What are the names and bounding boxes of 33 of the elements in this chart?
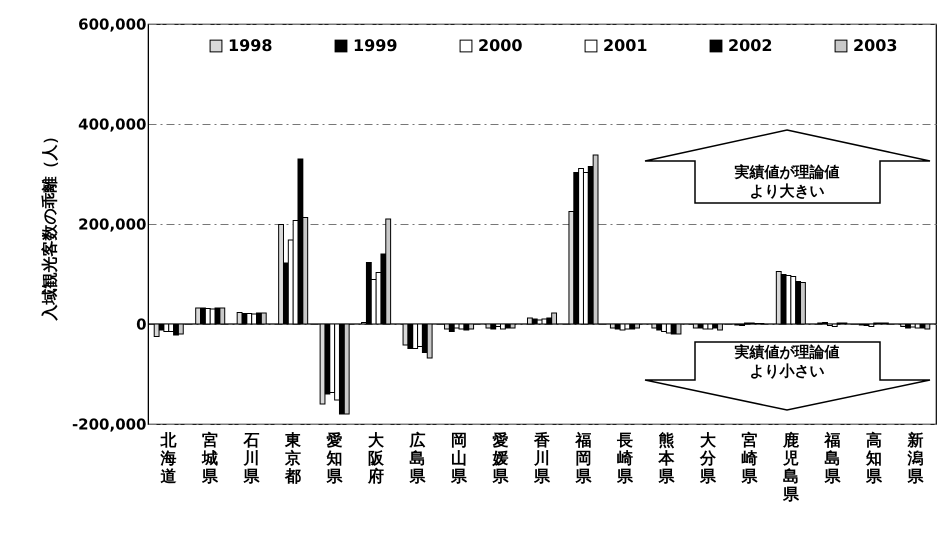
x-tick-label: 福岡県 <box>574 430 592 486</box>
x-tick-label: 高知県 <box>864 430 883 486</box>
x-tick-label: 長崎県 <box>616 430 634 486</box>
y-tick-label: 600,000 <box>78 16 146 34</box>
y-tick-label: -200,000 <box>72 416 146 434</box>
x-tick-label: 東京都 <box>284 430 302 486</box>
annotation: 実績値が理論値より小さい <box>734 343 840 381</box>
legend-label: 1999 <box>353 36 398 55</box>
legend-label: 2002 <box>728 36 773 55</box>
x-tick-label: 新潟県 <box>906 430 924 486</box>
y-tick-label: 200,000 <box>78 216 146 234</box>
legend-label: 2003 <box>853 36 898 55</box>
x-tick-label: 福島県 <box>823 430 842 486</box>
x-tick-label: 愛媛県 <box>492 430 510 486</box>
x-tick-label: 熊本県 <box>657 430 676 486</box>
y-tick-label: 400,000 <box>78 116 146 134</box>
legend-label: 2001 <box>603 36 648 55</box>
x-tick-label: 広島県 <box>408 430 427 486</box>
x-tick-label: 石川県 <box>242 430 261 486</box>
x-tick-label: 香川県 <box>533 430 551 486</box>
x-tick-label: 愛知県 <box>326 430 344 486</box>
y-tick-label: 0 <box>136 316 146 334</box>
x-tick-label: 岡山県 <box>450 430 468 486</box>
x-tick-label: 宮崎県 <box>740 430 758 486</box>
x-tick-label: 大阪府 <box>367 430 386 486</box>
annotation: 実績値が理論値より大きい <box>734 163 840 201</box>
x-tick-label: 宮城県 <box>201 430 220 486</box>
x-tick-label: 北海道 <box>160 430 178 486</box>
legend-label: 2000 <box>478 36 523 55</box>
x-tick-label: 大分県 <box>698 430 717 486</box>
y-axis-title: 入域観光客数の乖離（人） <box>40 128 59 322</box>
x-tick-label: 鹿児島県 <box>782 430 800 504</box>
legend-label: 1998 <box>228 36 273 55</box>
